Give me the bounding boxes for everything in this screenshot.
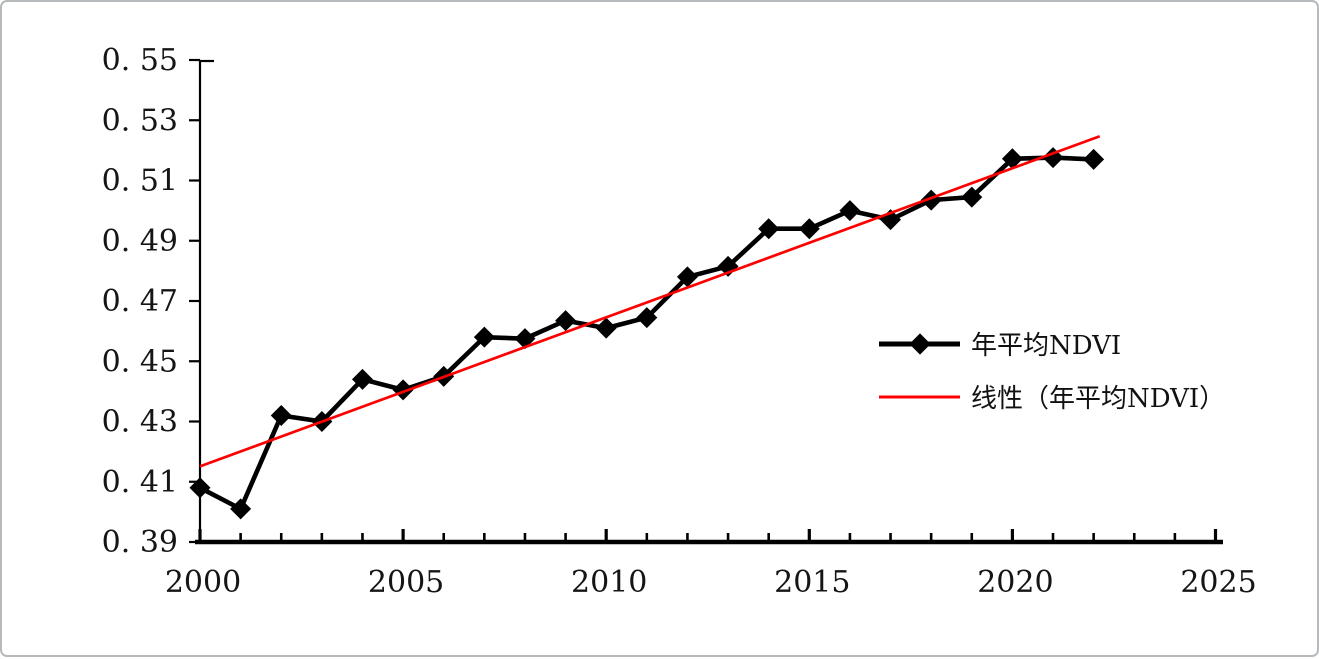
diamond-marker-icon xyxy=(908,332,931,355)
data-point-2002 xyxy=(270,404,292,426)
data-point-2012 xyxy=(676,266,698,288)
data-point-2015 xyxy=(798,218,820,240)
y-tick-label: 0. 39 xyxy=(102,525,178,560)
legend-item-series: 年平均NDVI xyxy=(879,317,1225,370)
y-tick-label: 0. 51 xyxy=(102,164,178,199)
data-point-2010 xyxy=(595,317,617,339)
data-point-2007 xyxy=(473,326,495,348)
chart-legend: 年平均NDVI 线性（年平均NDVI） xyxy=(879,317,1225,423)
legend-item-trendline: 线性（年平均NDVI） xyxy=(879,370,1225,423)
y-tick-label: 0. 43 xyxy=(102,405,178,440)
data-point-2004 xyxy=(351,368,373,390)
y-tick-label: 0. 41 xyxy=(102,465,178,500)
data-point-2020 xyxy=(1001,148,1023,170)
y-tick-label: 0. 53 xyxy=(102,103,178,138)
y-tick-label: 0. 45 xyxy=(102,344,178,379)
trend-legend-marker xyxy=(879,385,960,409)
trend-legend-label: 线性（年平均NDVI） xyxy=(971,384,1226,414)
data-point-2000 xyxy=(189,477,211,499)
trend-line-swatch xyxy=(879,395,960,398)
x-tick-label: 2005 xyxy=(368,565,444,600)
data-point-2011 xyxy=(636,307,658,329)
data-point-2014 xyxy=(758,218,780,240)
data-point-2019 xyxy=(961,186,983,208)
x-tick-label: 2020 xyxy=(977,565,1053,600)
series-legend-label: 年平均NDVI xyxy=(971,331,1122,361)
x-tick-label: 2000 xyxy=(165,565,241,600)
trend-line xyxy=(199,134,1101,468)
y-tick-label: 0. 49 xyxy=(102,224,178,259)
data-point-2009 xyxy=(555,310,577,332)
x-tick-label: 2010 xyxy=(571,565,647,600)
x-tick-label: 2025 xyxy=(1180,565,1256,600)
data-point-2016 xyxy=(839,200,861,222)
data-point-2001 xyxy=(230,498,252,520)
data-point-2022 xyxy=(1083,148,1105,170)
series-legend-marker xyxy=(879,332,960,356)
y-tick-label: 0. 47 xyxy=(102,284,178,319)
y-tick-label: 0. 55 xyxy=(102,43,178,78)
x-tick-label: 2015 xyxy=(774,565,850,600)
